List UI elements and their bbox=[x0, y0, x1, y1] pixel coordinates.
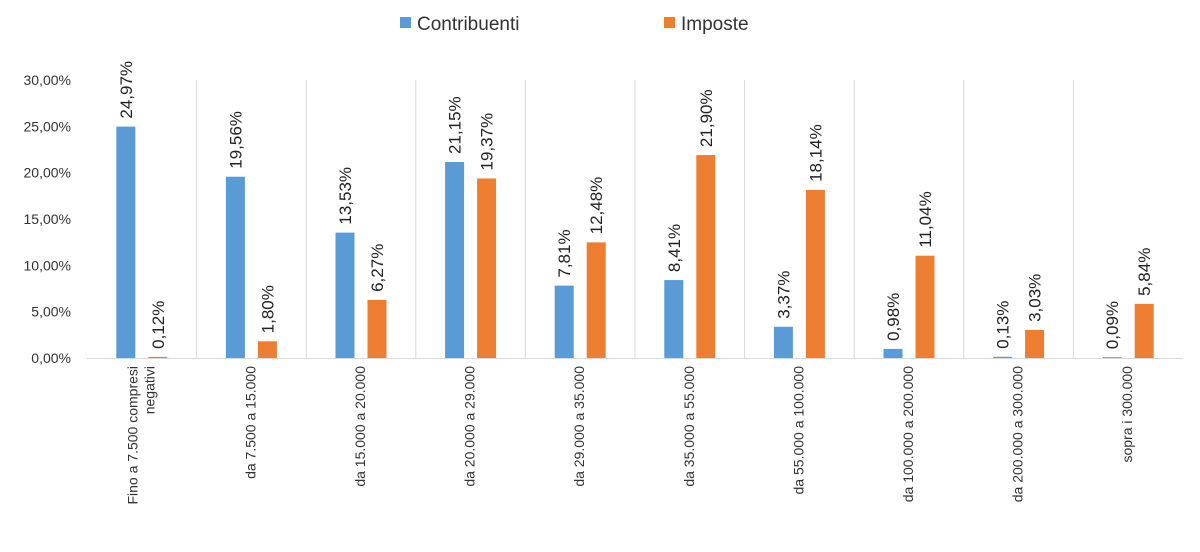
bar-imposte bbox=[1025, 329, 1045, 358]
bar-contribuenti bbox=[335, 232, 355, 358]
bar-contribuenti bbox=[554, 285, 574, 358]
x-tick-label: da 35.000 a 55.000 bbox=[681, 366, 697, 487]
y-tick-label: 10,00% bbox=[24, 257, 71, 273]
bar-contribuenti bbox=[1102, 357, 1122, 358]
data-label-contribuenti: 0,09% bbox=[1103, 301, 1122, 349]
x-tick-label: da 15.000 a 20.000 bbox=[352, 366, 368, 487]
data-label-imposte: 0,12% bbox=[149, 301, 168, 349]
data-label-contribuenti: 24,97% bbox=[117, 61, 136, 119]
legend-label-contribuenti: Contribuenti bbox=[417, 14, 519, 35]
data-label-imposte: 3,03% bbox=[1026, 274, 1045, 322]
data-label-imposte: 5,84% bbox=[1135, 248, 1154, 296]
data-label-imposte: 12,48% bbox=[587, 177, 606, 235]
bar-imposte bbox=[477, 178, 497, 358]
legend-label-imposte: Imposte bbox=[681, 14, 749, 35]
bar-imposte bbox=[367, 299, 387, 358]
y-tick-label: 15,00% bbox=[24, 211, 71, 227]
y-tick-label: 0,00% bbox=[31, 350, 71, 366]
data-label-imposte: 21,90% bbox=[697, 89, 716, 147]
data-label-imposte: 6,27% bbox=[368, 244, 387, 292]
y-axis: 0,00% 5,00% 10,00% 15,00% 20,00% 25,00% 30,00% bbox=[24, 72, 71, 366]
y-tick-label: 20,00% bbox=[24, 165, 71, 181]
bar-imposte bbox=[696, 155, 716, 358]
x-tick-label: da 100.000 a 200.000 bbox=[900, 366, 916, 502]
bar-imposte bbox=[148, 356, 168, 358]
x-axis: Fino a 7.500 compresi negativi da 7.500 a … bbox=[87, 358, 1183, 505]
data-label-contribuenti: 7,81% bbox=[555, 229, 574, 277]
x-tick-label: negativi bbox=[141, 366, 157, 414]
bar-contribuenti bbox=[883, 348, 903, 358]
x-tick-label: da 55.000 a 100.000 bbox=[790, 366, 806, 495]
x-tick-label: da 20.000 a 29.000 bbox=[462, 366, 478, 487]
bar-contribuenti bbox=[225, 176, 245, 358]
x-tick-label: sopra i 300.000 bbox=[1119, 366, 1135, 463]
x-tick-label: da 200.000 a 300.000 bbox=[1010, 366, 1026, 502]
bar-imposte bbox=[805, 189, 825, 358]
bar-imposte bbox=[915, 255, 935, 358]
data-label-imposte: 18,14% bbox=[806, 124, 825, 182]
legend-swatch-imposte bbox=[664, 17, 675, 28]
x-tick-label: da 29.000 a 35.000 bbox=[571, 366, 587, 487]
bar-imposte bbox=[257, 341, 277, 358]
y-tick-label: 25,00% bbox=[24, 118, 71, 134]
bar-imposte bbox=[1134, 303, 1154, 358]
bar-contribuenti bbox=[773, 326, 793, 358]
y-tick-label: 30,00% bbox=[24, 72, 71, 88]
bar-contribuenti bbox=[445, 162, 465, 358]
bars bbox=[116, 126, 1154, 359]
y-tick-label: 5,00% bbox=[31, 304, 71, 320]
data-label-contribuenti: 0,13% bbox=[994, 301, 1013, 349]
bar-contribuenti bbox=[116, 126, 136, 359]
data-label-imposte: 19,37% bbox=[478, 113, 497, 171]
data-label-contribuenti: 8,41% bbox=[665, 224, 684, 272]
data-labels: 24,97% 0,12% 19,56% 1,80% 13,53% 6,27% 21,15% 1… bbox=[117, 61, 1154, 349]
x-tick-label: Fino a 7.500 compresi bbox=[124, 366, 140, 505]
data-label-contribuenti: 13,53% bbox=[336, 167, 355, 225]
data-label-contribuenti: 21,15% bbox=[446, 96, 465, 154]
data-label-contribuenti: 0,98% bbox=[884, 293, 903, 341]
bar-contribuenti bbox=[664, 280, 684, 358]
data-label-imposte: 1,80% bbox=[258, 285, 277, 333]
x-tick-label: da 7.500 a 15.000 bbox=[242, 366, 258, 479]
data-label-contribuenti: 3,37% bbox=[774, 271, 793, 319]
legend-swatch-contribuenti bbox=[400, 17, 411, 28]
data-label-imposte: 11,04% bbox=[916, 191, 935, 247]
chart-legend: Contribuenti Imposte bbox=[400, 14, 749, 35]
bar-imposte bbox=[586, 242, 606, 358]
category-separators bbox=[196, 80, 1074, 358]
bar-contribuenti bbox=[993, 356, 1013, 358]
data-label-contribuenti: 19,56% bbox=[226, 111, 245, 169]
